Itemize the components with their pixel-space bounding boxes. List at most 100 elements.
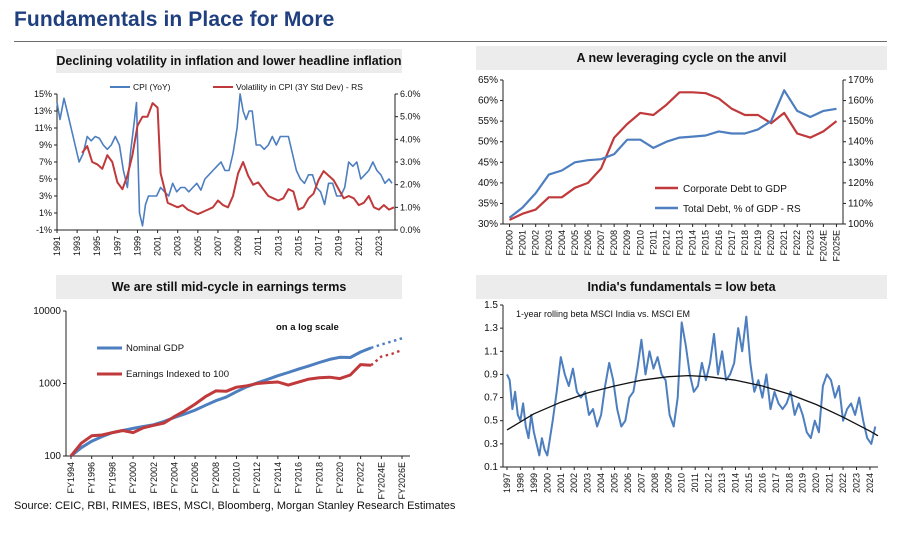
x-tick-label: FY1998: [107, 462, 117, 494]
x-tick-label: F2002: [531, 230, 541, 256]
x-tick-label: F2009: [622, 230, 632, 256]
y-tick-label: 1.5: [484, 300, 498, 311]
x-tick-label: 2021: [354, 236, 364, 256]
x-tick-label: FY2004: [169, 462, 179, 494]
x-tick-label: F2012: [661, 230, 671, 256]
chart-title-leverage: A new leveraging cycle on the anvil: [476, 46, 887, 70]
x-tick-label: F2001: [518, 230, 528, 256]
x-tick-label: 2002: [569, 473, 579, 493]
y-tick-label-left: 65%: [478, 75, 498, 86]
x-tick-label: 2007: [636, 473, 646, 493]
y-tick-label-right: 170%: [848, 75, 874, 86]
chart-annotation: on a log scale: [276, 322, 339, 333]
x-tick-label: 2009: [663, 473, 673, 493]
x-tick-label: 2013: [273, 236, 283, 256]
x-tick-label: F2022: [792, 230, 802, 256]
x-tick-label: FY2024E: [376, 462, 386, 500]
x-tick-label: 2008: [650, 473, 660, 493]
y-tick-label: 100: [44, 451, 61, 462]
y-tick-label-right: 130%: [848, 157, 874, 168]
x-tick-label: 2020: [811, 473, 821, 493]
x-tick-label: F2013: [675, 230, 685, 256]
series-line-corporate-debt: [509, 91, 838, 221]
page-title: Fundamentals in Place for More: [14, 8, 335, 31]
chart-annotation: 1-year rolling beta MSCI India vs. MSCI …: [516, 309, 690, 319]
x-tick-label: 1997: [502, 473, 512, 493]
y-tick-label-left: 7%: [39, 157, 52, 167]
x-tick-label: F2016: [714, 230, 724, 256]
x-tick-label: 2018: [784, 473, 794, 493]
y-tick-label-right: 100%: [848, 219, 874, 230]
chart-title-beta: India's fundamentals = low beta: [476, 275, 887, 299]
x-tick-label: F2020: [766, 230, 776, 256]
x-tick-label: 2011: [690, 473, 700, 492]
series-line-total-debt: [508, 89, 837, 219]
x-tick-label: F2014: [688, 230, 698, 256]
x-tick-label: 2005: [193, 236, 203, 256]
x-tick-label: 2021: [825, 473, 835, 493]
y-tick-label: 0.3: [484, 439, 498, 450]
y-tick-label: 1.1: [484, 346, 498, 357]
x-tick-label: 2010: [677, 473, 687, 493]
x-tick-label: 2011: [253, 236, 263, 255]
x-tick-label: 2007: [213, 236, 223, 256]
x-tick-label: 2001: [153, 236, 163, 256]
x-tick-label: 2015: [293, 236, 303, 256]
x-tick-label: 2006: [623, 473, 633, 493]
y-tick-label: 0.1: [484, 462, 498, 473]
y-tick-label: 1.3: [484, 323, 498, 334]
x-tick-label: F2005: [570, 230, 580, 256]
x-tick-label: 1993: [72, 236, 82, 256]
x-tick-label: FY2006: [190, 462, 200, 494]
y-tick-label-left: 9%: [39, 140, 52, 150]
y-tick-label-right: 1.0%: [400, 202, 421, 212]
x-tick-label: FY2012: [252, 462, 262, 494]
chart-title-inflation: Declining volatility in inflation and lo…: [56, 49, 402, 73]
y-tick-label-right: 140%: [848, 137, 874, 148]
y-tick-label-right: 0.0%: [400, 225, 421, 235]
series-line-trend: [506, 374, 879, 437]
x-tick-label: F2019: [753, 230, 763, 256]
x-tick-label: 2016: [757, 473, 767, 493]
x-tick-label: FY2018: [314, 462, 324, 494]
y-tick-label-right: 150%: [848, 116, 874, 127]
y-tick-label-left: 45%: [478, 157, 498, 168]
y-tick-label-left: 1%: [39, 208, 52, 218]
x-tick-label: 2009: [233, 236, 243, 256]
x-tick-label: 2003: [173, 236, 183, 256]
x-tick-label: 2024: [865, 473, 875, 493]
y-tick-label: 10000: [33, 306, 61, 317]
x-tick-label: F2024E: [818, 230, 828, 262]
x-tick-label: 1991: [52, 236, 62, 256]
series-forecast-earnings: [370, 348, 403, 367]
series-line-volatility: [81, 102, 395, 216]
x-tick-label: F2006: [583, 230, 593, 256]
series-line-earnings: [69, 363, 372, 457]
x-tick-label: 2003: [583, 473, 593, 493]
x-tick-label: FY2026E: [397, 462, 407, 500]
y-tick-label-right: 3.0%: [400, 157, 421, 167]
x-tick-label: FY1996: [87, 462, 97, 494]
legend-label-corporate-debt: Corporate Debt to GDP: [683, 184, 787, 195]
y-tick-label-left: 30%: [478, 219, 498, 230]
chart-title-earnings: We are still mid-cycle in earnings terms: [56, 275, 402, 299]
y-tick-label-left: 3%: [39, 191, 52, 201]
x-tick-label: 2023: [851, 473, 861, 493]
x-tick-label: F2018: [740, 230, 750, 256]
y-tick-label-right: 160%: [848, 96, 874, 107]
y-tick-label-right: 5.0%: [400, 112, 421, 122]
x-tick-label: 2017: [771, 473, 781, 493]
x-tick-label: 1999: [529, 473, 539, 493]
series-line-nominal-gdp: [70, 346, 372, 458]
y-tick-label: 0.5: [484, 416, 498, 427]
y-tick-label: 0.9: [484, 369, 498, 380]
y-tick-label-left: 40%: [478, 178, 498, 189]
x-tick-label: FY2008: [211, 462, 221, 494]
legend-label-volatility: Volatility in CPI (3Y Std Dev) - RS: [236, 82, 363, 92]
x-tick-label: 2019: [798, 473, 808, 493]
y-tick-label-left: 55%: [478, 116, 498, 127]
x-tick-label: FY2014: [273, 462, 283, 494]
legend-label-total-debt: Total Debt, % of GDP - RS: [683, 204, 801, 215]
x-tick-label: 2023: [374, 236, 384, 256]
y-tick-label-left: 15%: [34, 89, 52, 99]
